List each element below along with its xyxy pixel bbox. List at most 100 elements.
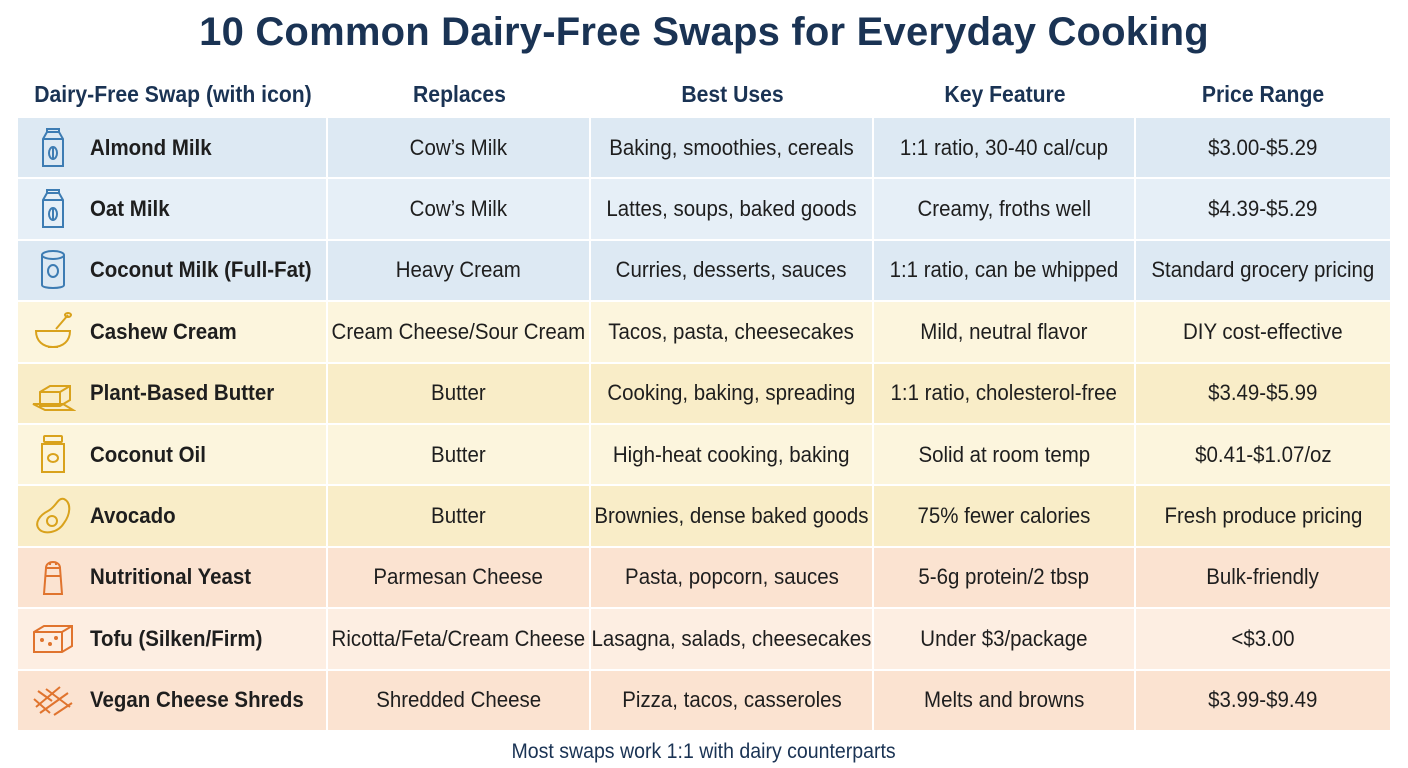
key-feature-cell: Mild, neutral flavor xyxy=(874,302,1136,364)
price-range-cell: $0.41-$1.07/oz xyxy=(1136,425,1390,487)
replaces-cell: Butter xyxy=(328,486,591,548)
replaces-cell-text: Cow’s Milk xyxy=(409,134,508,160)
best-uses-cell-text: Tacos, pasta, cheesecakes xyxy=(608,318,855,344)
table-row: Nutritional Yeast Parmesan Cheese Pasta, p… xyxy=(18,547,1390,610)
replaces-cell-text: Butter xyxy=(431,380,486,406)
table-row: Vegan Cheese Shreds Shredded Cheese Pizza,… xyxy=(18,670,1390,732)
swap-cell: Tofu (Silken/Firm) xyxy=(18,609,328,671)
key-feature-cell-text: Mild, neutral flavor xyxy=(920,318,1088,344)
best-uses-cell: Brownies, dense baked goods xyxy=(591,486,874,548)
key-feature-cell: 5-6g protein/2 tbsp xyxy=(874,547,1136,610)
price-range-cell: Standard grocery pricing xyxy=(1136,241,1390,303)
replaces-cell-text: Cow’s Milk xyxy=(409,196,508,222)
cheese-shreds-icon xyxy=(30,677,76,723)
table-row: Avocado Butter Brownies, dense baked goods… xyxy=(18,486,1390,548)
price-range-cell-text: $4.39-$5.29 xyxy=(1208,196,1318,222)
swaps-table: Almond Milk Cow’s Milk Baking, smoothies, … xyxy=(18,118,1390,732)
key-feature-cell: 1:1 ratio, cholesterol-free xyxy=(874,363,1136,425)
swap-cell: Coconut Milk (Full-Fat) xyxy=(18,240,328,303)
key-feature-cell-text: 75% fewer calories xyxy=(917,503,1091,529)
price-range-cell: <$3.00 xyxy=(1136,609,1390,671)
key-feature-cell-text: Creamy, froths well xyxy=(917,196,1091,222)
swap-cell: Nutritional Yeast xyxy=(18,547,328,610)
table-row: Coconut Milk (Full-Fat) Heavy Cream Currie… xyxy=(18,240,1390,303)
table-row: Coconut Oil Butter High-heat cooking, baki… xyxy=(18,424,1390,487)
tofu-icon xyxy=(30,616,76,662)
avocado-icon xyxy=(30,493,76,539)
best-uses-cell-text: Brownies, dense baked goods xyxy=(594,503,869,529)
best-uses-cell-text: Baking, smoothies, cereals xyxy=(609,134,854,160)
best-uses-cell: Lasagna, salads, cheesecakes xyxy=(591,609,874,671)
table-row: Cashew Cream Cream Cheese/Sour Cream Tacos… xyxy=(18,302,1390,364)
key-feature-cell-text: Melts and browns xyxy=(923,687,1085,713)
replaces-cell: Butter xyxy=(328,424,591,487)
price-range-cell-text: <$3.00 xyxy=(1231,625,1295,651)
swap-cell: Cashew Cream xyxy=(18,302,328,364)
shaker-icon xyxy=(30,554,76,600)
swap-name: Avocado xyxy=(90,503,176,529)
price-range-cell: DIY cost-effective xyxy=(1136,302,1390,364)
price-range-cell: $3.99-$9.49 xyxy=(1136,671,1390,732)
best-uses-cell: Pizza, tacos, casseroles xyxy=(591,670,874,732)
can-icon xyxy=(30,247,76,293)
price-range-cell-text: $3.00-$5.29 xyxy=(1208,134,1318,160)
best-uses-cell-text: Lattes, soups, baked goods xyxy=(606,196,857,222)
replaces-cell: Heavy Cream xyxy=(328,240,591,303)
table-row: Oat Milk Cow’s Milk Lattes, soups, baked g… xyxy=(18,179,1390,241)
key-feature-cell-text: 1:1 ratio, cholesterol-free xyxy=(890,380,1118,406)
best-uses-cell: Baking, smoothies, cereals xyxy=(591,118,874,180)
replaces-cell: Parmesan Cheese xyxy=(328,547,591,610)
key-feature-cell: Creamy, froths well xyxy=(874,179,1136,241)
key-feature-cell: Under $3/package xyxy=(874,609,1136,671)
best-uses-cell-text: Curries, desserts, sauces xyxy=(616,257,847,283)
replaces-cell-text: Butter xyxy=(431,503,486,529)
table-row: Tofu (Silken/Firm) Ricotta/Feta/Cream Che… xyxy=(18,609,1390,671)
swap-name: Coconut Milk (Full-Fat) xyxy=(90,257,312,283)
price-range-cell-text: Fresh produce pricing xyxy=(1164,503,1362,529)
best-uses-cell: High-heat cooking, baking xyxy=(591,424,874,487)
price-range-cell: Bulk-friendly xyxy=(1136,548,1390,610)
page-title: 10 Common Dairy-Free Swaps for Everyday … xyxy=(199,10,1209,54)
bowl-icon xyxy=(30,309,76,355)
replaces-cell: Cow’s Milk xyxy=(328,118,591,180)
swap-cell: Almond Milk xyxy=(18,118,328,180)
replaces-cell: Shredded Cheese xyxy=(328,670,591,732)
best-uses-cell: Lattes, soups, baked goods xyxy=(591,179,874,241)
replaces-cell: Cream Cheese/Sour Cream xyxy=(328,302,591,364)
jar-icon xyxy=(30,432,76,478)
price-range-cell: $3.49-$5.99 xyxy=(1136,364,1390,425)
price-range-cell: $4.39-$5.29 xyxy=(1136,179,1390,241)
swap-cell: Oat Milk xyxy=(18,179,328,241)
swap-cell: Coconut Oil xyxy=(18,424,328,487)
key-feature-cell: Solid at room temp xyxy=(874,424,1136,487)
replaces-cell: Cow’s Milk xyxy=(328,179,591,241)
swap-cell: Plant-Based Butter xyxy=(18,363,328,425)
milk-carton-icon xyxy=(30,186,76,232)
key-feature-cell: 1:1 ratio, can be whipped xyxy=(874,240,1136,303)
price-range-cell-text: $3.49-$5.99 xyxy=(1208,380,1318,406)
best-uses-cell-text: Cooking, baking, spreading xyxy=(607,380,856,406)
best-uses-cell-text: Lasagna, salads, cheesecakes xyxy=(591,625,872,651)
price-range-cell: $3.00-$5.29 xyxy=(1136,118,1390,180)
replaces-cell-text: Ricotta/Feta/Cream Cheese xyxy=(331,625,586,651)
replaces-cell-text: Butter xyxy=(431,441,486,467)
header-key-feature: Key Feature xyxy=(944,80,1066,107)
table-row: Plant-Based Butter Butter Cooking, baking,… xyxy=(18,363,1390,425)
best-uses-cell-text: High-heat cooking, baking xyxy=(613,441,850,467)
swap-name: Oat Milk xyxy=(90,196,170,222)
best-uses-cell-text: Pizza, tacos, casseroles xyxy=(621,687,842,713)
swap-name: Plant-Based Butter xyxy=(90,380,275,406)
replaces-cell: Butter xyxy=(328,363,591,425)
price-range-cell-text: Bulk-friendly xyxy=(1206,564,1320,590)
swap-name: Nutritional Yeast xyxy=(90,564,252,590)
swap-name: Tofu (Silken/Firm) xyxy=(90,625,263,651)
key-feature-cell-text: Solid at room temp xyxy=(918,441,1090,467)
header-replaces: Replaces xyxy=(413,80,506,107)
replaces-cell: Ricotta/Feta/Cream Cheese xyxy=(328,609,591,671)
key-feature-cell: Melts and browns xyxy=(874,670,1136,732)
swap-cell: Avocado xyxy=(18,486,328,548)
swap-name: Coconut Oil xyxy=(90,441,206,467)
header-swap: Dairy-Free Swap (with icon) xyxy=(34,80,312,107)
best-uses-cell: Pasta, popcorn, sauces xyxy=(591,547,874,610)
key-feature-cell-text: Under $3/package xyxy=(920,625,1088,651)
